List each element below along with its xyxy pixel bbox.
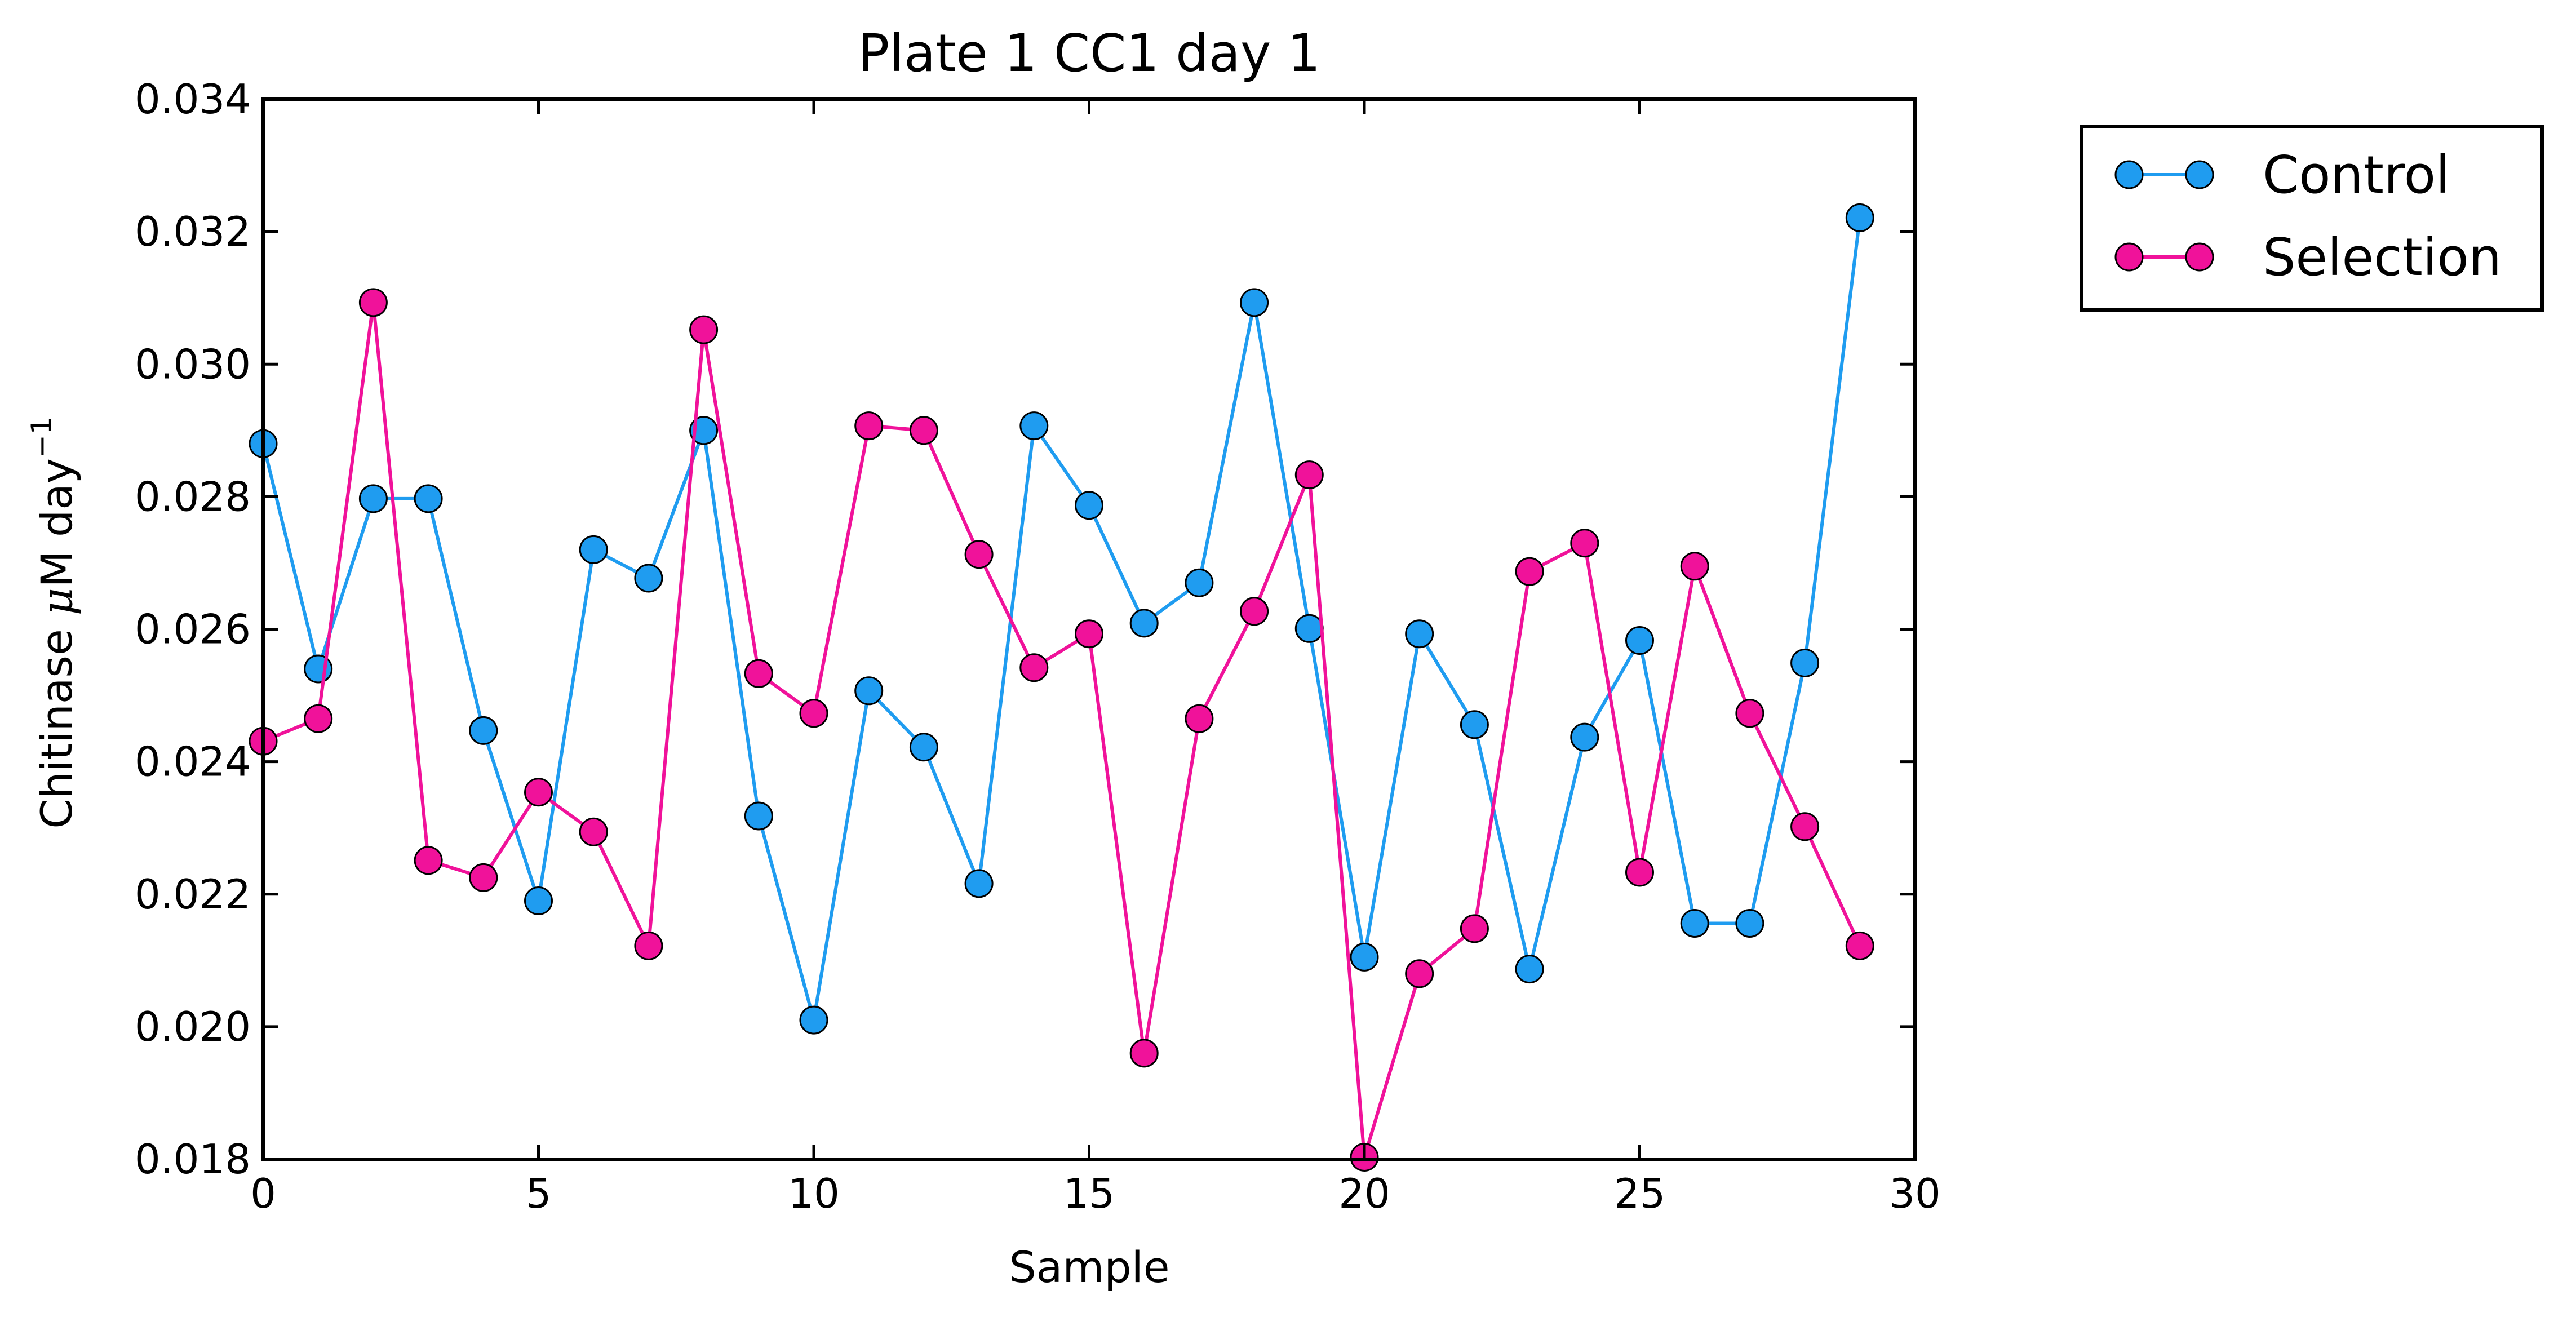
- data-point-control: [1294, 614, 1324, 643]
- data-point-selection: [358, 288, 388, 317]
- data-point-selection: [1240, 597, 1269, 626]
- data-point-control: [909, 733, 938, 762]
- x-tick-label: 5: [526, 1170, 552, 1217]
- legend-label: Selection: [2263, 227, 2502, 287]
- data-point-control: [1240, 288, 1269, 317]
- data-point-selection: [304, 704, 333, 733]
- data-point-control: [1515, 955, 1544, 984]
- legend: Control Selection: [2080, 125, 2544, 312]
- y-axis-label-prefix: Chitinase: [32, 615, 82, 829]
- data-point-control: [1075, 491, 1103, 520]
- y-tick-label: 0.028: [135, 473, 251, 520]
- data-point-selection: [1075, 619, 1103, 649]
- legend-marker: [2114, 242, 2144, 272]
- data-point-control: [579, 535, 608, 564]
- data-point-selection: [1570, 529, 1599, 558]
- data-point-control: [1845, 203, 1874, 232]
- data-point-control: [469, 716, 498, 745]
- data-point-control: [1735, 909, 1764, 938]
- y-tick-label: 0.022: [135, 871, 251, 918]
- data-point-control: [1405, 619, 1434, 649]
- x-tick-label: 30: [1889, 1170, 1941, 1217]
- data-point-control: [1460, 710, 1489, 739]
- data-point-selection: [469, 863, 498, 892]
- legend-label: Control: [2263, 145, 2450, 205]
- data-point-selection: [1129, 1039, 1159, 1068]
- data-point-selection: [799, 699, 828, 728]
- y-tick-label: 0.020: [135, 1003, 251, 1050]
- x-axis: 0 5 10 15 20 25 30: [250, 99, 1941, 1217]
- y-tick-label: 0.034: [135, 76, 251, 123]
- data-point-control: [1019, 411, 1049, 441]
- y-axis-label-exponent: −1: [25, 416, 58, 458]
- legend-entry-control: Control: [2114, 145, 2450, 205]
- y-axis: 0.018 0.020 0.022 0.024 0.026 0.028 0.030 0.032…: [135, 76, 1915, 1183]
- data-point-selection: [579, 817, 608, 846]
- data-point-selection: [1460, 914, 1489, 943]
- data-point-selection: [1294, 460, 1324, 490]
- legend-entry-selection: Selection: [2114, 227, 2502, 287]
- x-tick-label: 10: [788, 1170, 840, 1217]
- data-point-control: [1129, 609, 1159, 638]
- x-tick-label: 15: [1063, 1170, 1115, 1217]
- legend-marker: [2185, 160, 2214, 189]
- y-axis-label-mu: μ: [32, 588, 82, 615]
- x-tick-label: 20: [1338, 1170, 1390, 1217]
- legend-marker: [2185, 242, 2214, 272]
- data-point-control: [1680, 909, 1709, 938]
- y-tick-label: 0.026: [135, 606, 251, 653]
- data-point-selection: [854, 411, 884, 441]
- data-point-control: [1790, 649, 1820, 677]
- legend-marker: [2114, 160, 2144, 189]
- data-point-selection: [1515, 557, 1544, 586]
- data-point-control: [1185, 568, 1214, 597]
- data-point-control: [1625, 626, 1654, 655]
- y-tick-label: 0.030: [135, 340, 251, 388]
- data-point-selection: [1735, 699, 1764, 728]
- data-point-selection: [1845, 931, 1874, 960]
- data-point-control: [1350, 942, 1379, 972]
- data-point-selection: [1680, 552, 1709, 581]
- series-line-selection: [262, 300, 1862, 1159]
- y-axis-label: Chitinase μM day−1: [25, 416, 82, 828]
- y-axis-label-unit: M day: [32, 458, 82, 588]
- data-point-selection: [1019, 653, 1049, 682]
- data-point-control: [414, 484, 443, 513]
- data-point-control: [1570, 722, 1599, 752]
- series-selection: [249, 288, 1874, 1172]
- data-point-selection: [1405, 959, 1434, 988]
- data-point-selection: [1185, 704, 1214, 733]
- data-point-selection: [524, 778, 553, 807]
- x-axis-label: Sample: [1009, 1242, 1170, 1292]
- data-point-control: [744, 801, 773, 831]
- data-point-selection: [744, 659, 773, 688]
- data-point-selection: [634, 931, 663, 960]
- data-point-selection: [1790, 812, 1820, 841]
- legend-frame: [2080, 125, 2544, 312]
- series-line-control: [261, 218, 1862, 1022]
- data-point-control: [524, 886, 553, 915]
- data-point-selection: [964, 540, 994, 569]
- data-point-control: [799, 1005, 828, 1035]
- data-point-control: [854, 676, 884, 706]
- y-tick-label: 0.032: [135, 208, 251, 255]
- y-tick-label: 0.018: [135, 1136, 251, 1183]
- data-point-control: [964, 869, 994, 898]
- x-tick-label: 0: [250, 1170, 276, 1217]
- data-point-selection: [909, 416, 938, 445]
- x-tick-label: 25: [1614, 1170, 1666, 1217]
- data-point-control: [358, 484, 388, 513]
- data-point-selection: [414, 846, 443, 875]
- chart-title: Plate 1 CC1 day 1: [858, 23, 1320, 83]
- data-point-selection: [689, 315, 719, 344]
- series-control: [249, 203, 1874, 1035]
- y-tick-label: 0.024: [135, 738, 251, 786]
- data-point-control: [634, 564, 663, 593]
- data-point-selection: [1625, 858, 1654, 887]
